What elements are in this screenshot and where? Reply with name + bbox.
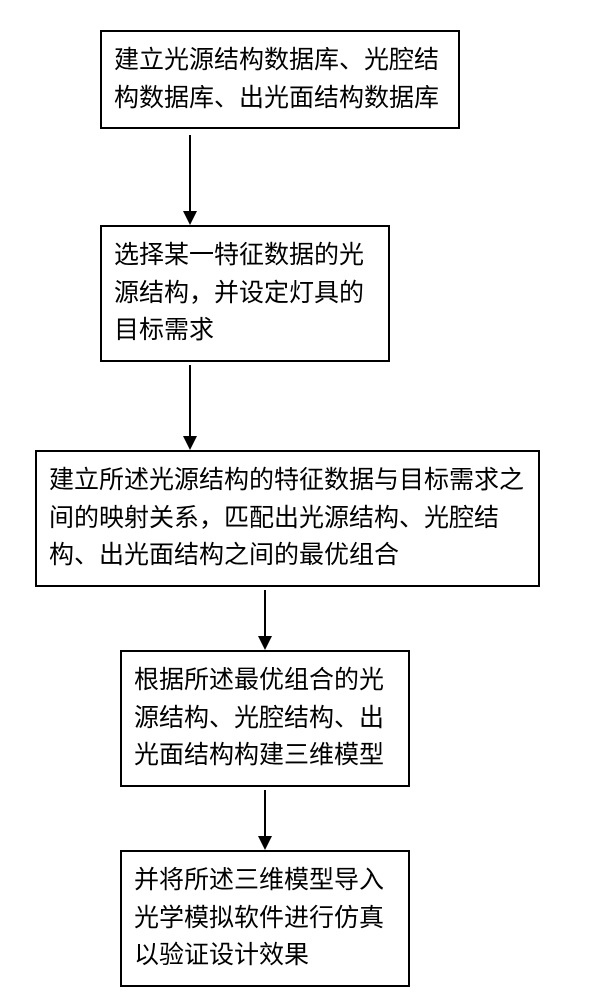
- arrow-3-head: [258, 636, 272, 650]
- arrow-1-head: [183, 211, 197, 225]
- flowchart-box-3: 建立所述光源结构的特征数据与目标需求之间的映射关系，匹配出光源结构、光腔结构、出…: [35, 450, 540, 587]
- arrow-4-line: [264, 790, 266, 836]
- box-text: 建立所述光源结构的特征数据与目标需求之间的映射关系，匹配出光源结构、光腔结构、出…: [49, 467, 524, 569]
- flowchart-box-2: 选择某一特征数据的光源结构，并设定灯具的目标需求: [100, 225, 390, 362]
- box-text: 建立光源结构数据库、光腔结构数据库、出光面结构数据库: [114, 47, 439, 112]
- flowchart-container: 建立光源结构数据库、光腔结构数据库、出光面结构数据库 选择某一特征数据的光源结构…: [0, 0, 615, 1000]
- arrow-2-head: [183, 436, 197, 450]
- flowchart-box-4: 根据所述最优组合的光源结构、光腔结构、出光面结构构建三维模型: [120, 650, 410, 787]
- arrow-1-line: [189, 135, 191, 211]
- flowchart-box-1: 建立光源结构数据库、光腔结构数据库、出光面结构数据库: [100, 30, 460, 129]
- arrow-2-line: [189, 365, 191, 436]
- flowchart-box-5: 并将所述三维模型导入光学模拟软件进行仿真以验证设计效果: [120, 850, 410, 987]
- box-text: 根据所述最优组合的光源结构、光腔结构、出光面结构构建三维模型: [134, 667, 384, 769]
- box-text: 选择某一特征数据的光源结构，并设定灯具的目标需求: [114, 242, 364, 344]
- arrow-4-head: [258, 836, 272, 850]
- box-text: 并将所述三维模型导入光学模拟软件进行仿真以验证设计效果: [134, 867, 384, 969]
- arrow-3-line: [264, 590, 266, 636]
